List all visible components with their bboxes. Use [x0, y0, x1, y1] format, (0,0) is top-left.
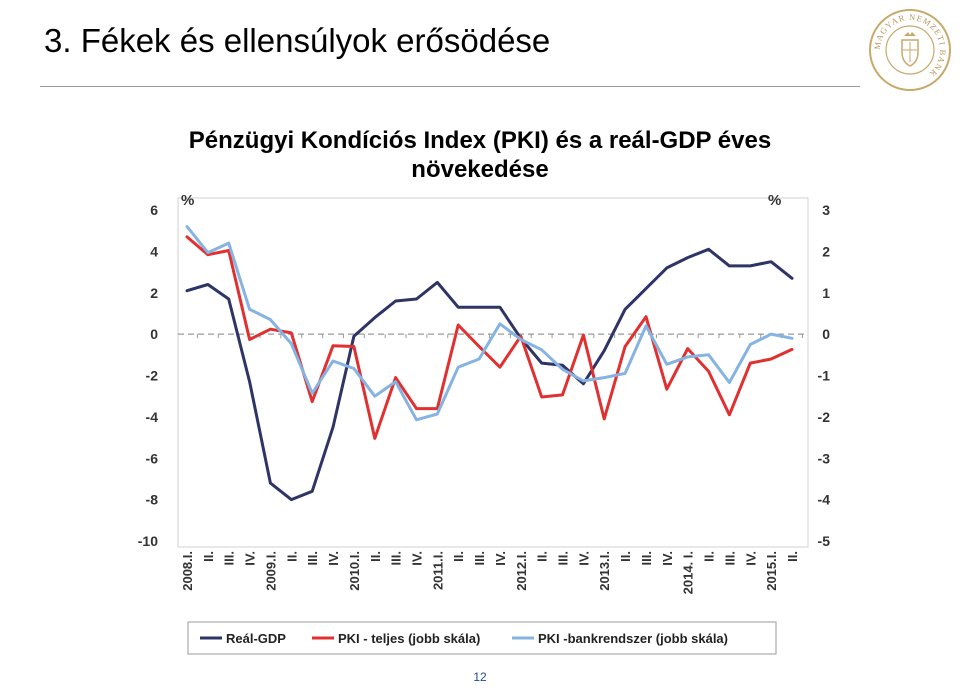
x-tick-label: III.: [389, 551, 404, 565]
x-tick-label: IV.: [326, 551, 341, 566]
x-tick-label: II.: [785, 551, 800, 562]
y-right-tick-label: 2: [822, 243, 830, 259]
left-axis-unit: %: [181, 192, 194, 209]
x-tick-label: 2008.I.: [180, 551, 195, 591]
y-right-tick-label: -5: [818, 533, 831, 549]
x-tick-label: III.: [639, 551, 654, 565]
x-tick-label: IV.: [243, 551, 258, 566]
series-line: [185, 235, 794, 440]
x-tick-label: II.: [451, 551, 466, 562]
series-line: [185, 225, 794, 422]
mnb-seal-icon: MAGYAR NEMZETI BANK: [869, 9, 951, 91]
series-line: [185, 247, 794, 502]
y-right-tick-label: 0: [822, 326, 830, 342]
legend-label: PKI -bankrendszer (jobb skála): [538, 631, 728, 646]
x-tick-label: III.: [556, 551, 571, 565]
x-tick-label: 2012.I.: [514, 551, 529, 591]
y-left-tick-label: -6: [146, 450, 159, 466]
x-tick-label: II.: [535, 551, 550, 562]
x-tick-label: IV.: [660, 551, 675, 566]
right-axis-unit: %: [768, 192, 781, 209]
y-right-tick-label: 1: [822, 285, 830, 301]
x-tick-label: II.: [284, 551, 299, 562]
slide-title: 3. Fékek és ellensúlyok erősödése: [44, 22, 551, 59]
title-divider: [40, 86, 860, 87]
x-tick-label: II.: [368, 551, 383, 562]
page-number: 12: [473, 670, 487, 684]
plot-area: [177, 197, 809, 548]
x-tick-label: 2011.I.: [430, 551, 445, 590]
y-left-tick-label: -4: [146, 409, 159, 425]
x-tick-label: II.: [618, 551, 633, 562]
y-right-tick-label: -3: [818, 450, 831, 466]
chart-title-line1: Pénzügyi Kondíciós Index (PKI) és a reál…: [188, 127, 772, 154]
x-tick-label: IV.: [409, 551, 424, 566]
legend: [187, 621, 777, 655]
x-tick-label: IV.: [743, 551, 758, 566]
x-tick-label: IV.: [493, 551, 508, 566]
x-tick-label: 2014. I.: [681, 551, 696, 594]
legend-label: Reál-GDP: [226, 631, 286, 646]
x-tick-label: III.: [305, 551, 320, 565]
y-left-tick-label: 6: [150, 202, 158, 218]
chart-title: Pénzügyi Kondíciós Index (PKI) és a reál…: [130, 126, 830, 184]
legend-label: PKI - teljes (jobb skála): [338, 631, 480, 646]
x-tick-label: II.: [702, 551, 717, 562]
x-tick-label: 2009.I.: [263, 551, 278, 591]
x-tick-label: IV.: [576, 551, 591, 566]
x-tick-label: III.: [472, 551, 487, 565]
x-tick-label: 2010.I.: [347, 551, 362, 591]
y-left-tick-label: -8: [146, 492, 159, 508]
x-tick-label: II.: [201, 551, 216, 562]
y-left-tick-label: -2: [146, 368, 159, 384]
y-left-tick-label: 0: [150, 326, 158, 342]
y-right-tick-label: -1: [818, 368, 831, 384]
y-right-tick-label: -2: [818, 409, 831, 425]
x-tick-label: 2013.I.: [597, 551, 612, 591]
y-right-tick-label: 3: [822, 202, 830, 218]
y-left-tick-label: 2: [150, 285, 158, 301]
y-right-tick-label: -4: [818, 492, 831, 508]
y-left-tick-label: -10: [138, 533, 158, 549]
chart-title-line2: növekedése: [411, 156, 549, 183]
y-left-tick-label: 4: [150, 243, 158, 259]
x-tick-label: III.: [722, 551, 737, 565]
x-tick-label: III.: [222, 551, 237, 565]
x-tick-label: 2015.I.: [764, 551, 779, 591]
